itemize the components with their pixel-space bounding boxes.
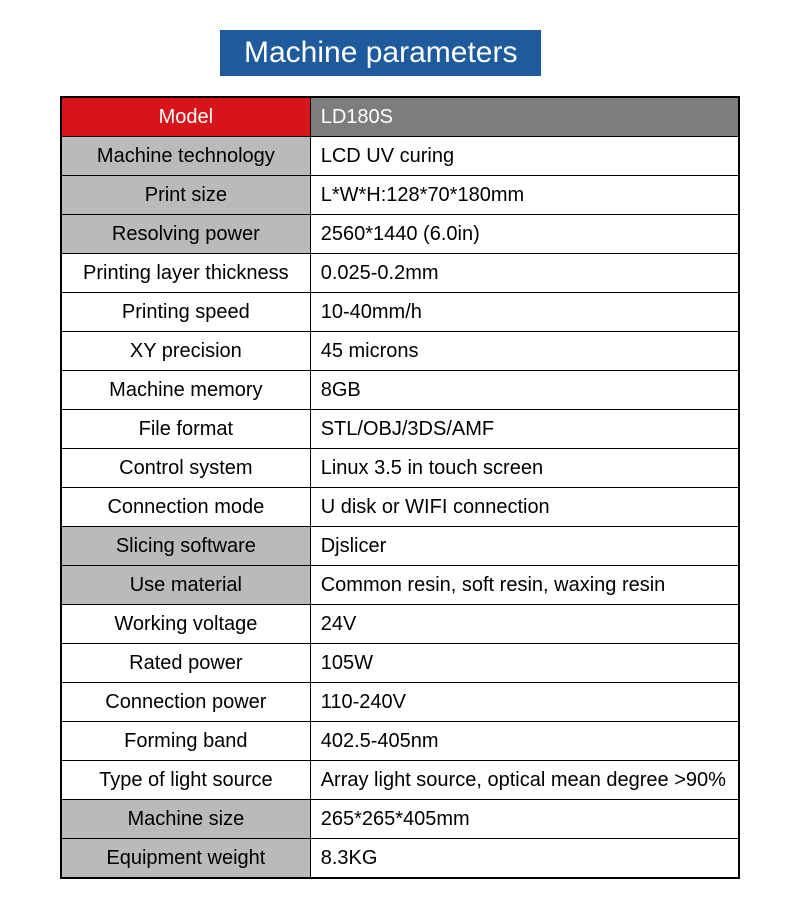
param-value: 265*265*405mm (310, 800, 739, 839)
param-label: File format (61, 410, 310, 449)
table-row: Working voltage24V (61, 605, 739, 644)
param-value: STL/OBJ/3DS/AMF (310, 410, 739, 449)
param-label: Use material (61, 566, 310, 605)
param-label: Resolving power (61, 215, 310, 254)
param-value: Common resin, soft resin, waxing resin (310, 566, 739, 605)
table-row: Use materialCommon resin, soft resin, wa… (61, 566, 739, 605)
table-row: Resolving power2560*1440 (6.0in) (61, 215, 739, 254)
header-value-cell: LD180S (310, 97, 739, 137)
param-label: Connection power (61, 683, 310, 722)
param-label: Equipment weight (61, 839, 310, 879)
table-row: Machine memory8GB (61, 371, 739, 410)
parameters-table: ModelLD180SMachine technologyLCD UV curi… (60, 96, 740, 879)
param-value: 110-240V (310, 683, 739, 722)
param-label: Type of light source (61, 761, 310, 800)
param-value: L*W*H:128*70*180mm (310, 176, 739, 215)
table-row: Connection modeU disk or WIFI connection (61, 488, 739, 527)
table-row: Type of light sourceArray light source, … (61, 761, 739, 800)
param-label: Print size (61, 176, 310, 215)
table-row: Connection power110-240V (61, 683, 739, 722)
param-value: 45 microns (310, 332, 739, 371)
param-value: 10-40mm/h (310, 293, 739, 332)
table-row: Slicing softwareDjslicer (61, 527, 739, 566)
param-value: 402.5-405nm (310, 722, 739, 761)
table-row: Rated power105W (61, 644, 739, 683)
param-label: Printing layer thickness (61, 254, 310, 293)
title-text: Machine parameters (244, 36, 517, 69)
table-row: Machine technologyLCD UV curing (61, 137, 739, 176)
param-label: Connection mode (61, 488, 310, 527)
param-value: U disk or WIFI connection (310, 488, 739, 527)
table-row: Print sizeL*W*H:128*70*180mm (61, 176, 739, 215)
header-label-cell: Model (61, 97, 310, 137)
param-label: XY precision (61, 332, 310, 371)
param-value: 24V (310, 605, 739, 644)
param-value: 105W (310, 644, 739, 683)
param-value: LCD UV curing (310, 137, 739, 176)
table-row: Printing layer thickness0.025-0.2mm (61, 254, 739, 293)
param-label: Rated power (61, 644, 310, 683)
parameters-tbody: ModelLD180SMachine technologyLCD UV curi… (61, 97, 739, 878)
param-label: Working voltage (61, 605, 310, 644)
param-label: Slicing software (61, 527, 310, 566)
param-value: 8.3KG (310, 839, 739, 879)
title-banner: Machine parameters (220, 30, 541, 76)
param-value: Linux 3.5 in touch screen (310, 449, 739, 488)
param-label: Printing speed (61, 293, 310, 332)
param-label: Machine technology (61, 137, 310, 176)
table-row: Equipment weight8.3KG (61, 839, 739, 879)
table-row: File formatSTL/OBJ/3DS/AMF (61, 410, 739, 449)
table-row: Printing speed10-40mm/h (61, 293, 739, 332)
table-header-row: ModelLD180S (61, 97, 739, 137)
param-label: Forming band (61, 722, 310, 761)
table-row: Machine size265*265*405mm (61, 800, 739, 839)
table-row: Control systemLinux 3.5 in touch screen (61, 449, 739, 488)
table-row: XY precision45 microns (61, 332, 739, 371)
param-value: 0.025-0.2mm (310, 254, 739, 293)
table-row: Forming band402.5-405nm (61, 722, 739, 761)
param-value: 8GB (310, 371, 739, 410)
param-label: Control system (61, 449, 310, 488)
param-value: Djslicer (310, 527, 739, 566)
param-label: Machine memory (61, 371, 310, 410)
param-value: 2560*1440 (6.0in) (310, 215, 739, 254)
param-value: Array light source, optical mean degree … (310, 761, 739, 800)
param-label: Machine size (61, 800, 310, 839)
